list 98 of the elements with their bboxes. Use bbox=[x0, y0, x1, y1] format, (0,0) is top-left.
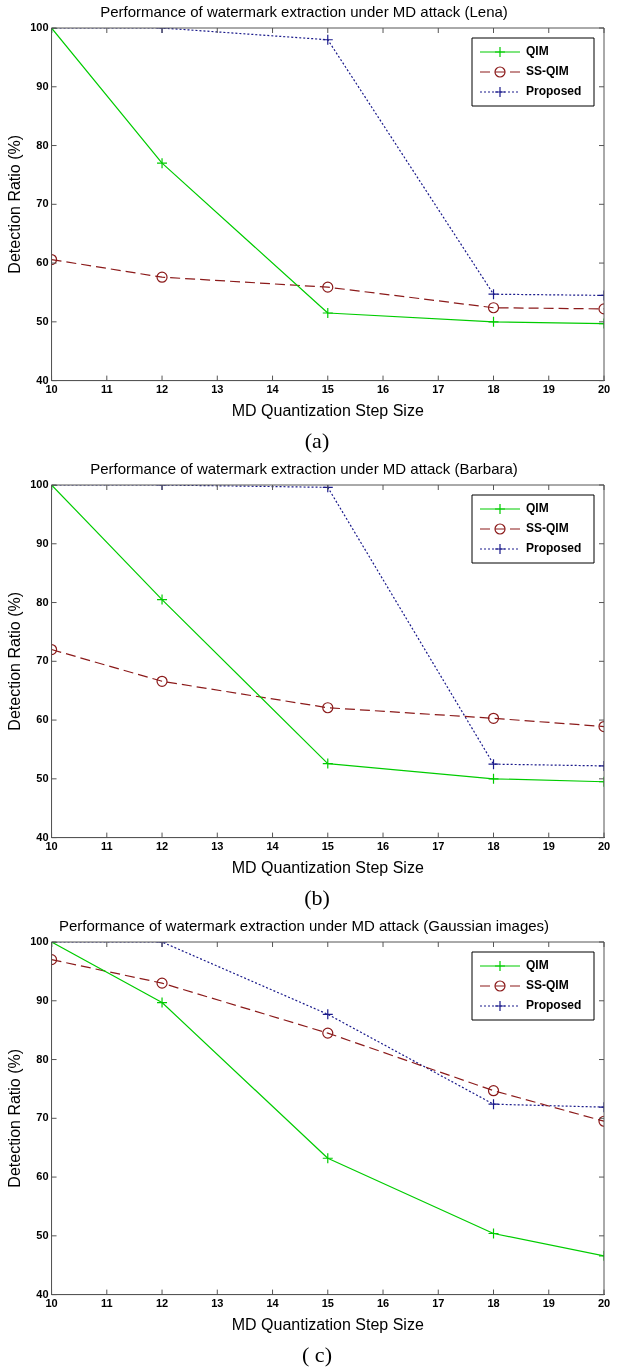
legend-label: QIM bbox=[526, 958, 549, 973]
y-tick-label: 100 bbox=[30, 935, 49, 948]
y-tick-label: 50 bbox=[36, 314, 49, 327]
x-tick-label: 13 bbox=[211, 840, 224, 853]
point bbox=[156, 996, 168, 1009]
point bbox=[322, 34, 334, 46]
y-tick-label: 60 bbox=[36, 713, 49, 726]
x-tick-label: 18 bbox=[487, 840, 500, 853]
legend-label: Proposed bbox=[526, 998, 582, 1013]
y-axis-title: Detection Ratio (%) bbox=[6, 1048, 24, 1188]
legend-label: Proposed bbox=[526, 84, 582, 99]
point bbox=[322, 1027, 334, 1039]
x-tick-label: 16 bbox=[376, 1297, 390, 1310]
x-tick-label: 20 bbox=[597, 840, 611, 853]
point bbox=[487, 316, 500, 328]
legend-label: QIM bbox=[526, 44, 549, 59]
y-tick-label: 50 bbox=[36, 771, 49, 784]
x-tick-label: 20 bbox=[597, 383, 611, 396]
point bbox=[322, 702, 334, 714]
x-tick-label: 17 bbox=[432, 1297, 445, 1310]
legend-label: QIM bbox=[526, 501, 549, 516]
point bbox=[322, 307, 334, 319]
x-tick-label: 10 bbox=[45, 840, 58, 853]
point bbox=[322, 757, 334, 770]
x-tick-label: 19 bbox=[542, 1297, 555, 1310]
chart-title: Performance of watermark extraction under MD attack (Gaussian images) bbox=[58, 917, 550, 935]
x-tick-label: 16 bbox=[376, 840, 390, 853]
x-tick-label: 14 bbox=[266, 383, 280, 396]
point bbox=[156, 675, 168, 687]
y-tick-label: 100 bbox=[30, 21, 49, 34]
x-tick-label: 18 bbox=[487, 383, 500, 396]
x-tick-label: 20 bbox=[597, 1297, 611, 1310]
point bbox=[156, 271, 168, 283]
x-tick-label: 11 bbox=[100, 383, 113, 396]
point bbox=[156, 594, 168, 606]
point bbox=[487, 302, 500, 314]
x-axis-title: MD Quantization Step Size bbox=[231, 858, 424, 876]
x-tick-label: 13 bbox=[211, 1297, 224, 1310]
x-axis-title: MD Quantization Step Size bbox=[231, 1315, 424, 1333]
point bbox=[322, 1152, 334, 1164]
y-tick-label: 60 bbox=[36, 256, 49, 269]
y-tick-label: 90 bbox=[36, 79, 49, 92]
y-tick-label: 100 bbox=[30, 478, 49, 491]
point bbox=[322, 1008, 334, 1020]
x-tick-label: 18 bbox=[487, 1297, 500, 1310]
x-tick-label: 10 bbox=[45, 383, 58, 396]
point bbox=[487, 773, 500, 785]
text: (a) bbox=[304, 427, 330, 453]
y-tick-label: 80 bbox=[36, 138, 49, 151]
x-tick-label: 11 bbox=[100, 1297, 113, 1310]
y-tick-label: 40 bbox=[36, 1287, 49, 1300]
point bbox=[487, 1098, 500, 1110]
x-axis-title: MD Quantization Step Size bbox=[231, 401, 424, 419]
x-tick-label: 17 bbox=[432, 840, 445, 853]
x-tick-label: 13 bbox=[211, 383, 224, 396]
point bbox=[156, 977, 168, 989]
y-axis-title: Detection Ratio (%) bbox=[6, 134, 24, 274]
point bbox=[487, 758, 500, 770]
y-tick-label: 60 bbox=[36, 1170, 49, 1183]
x-tick-label: 12 bbox=[155, 383, 169, 396]
point bbox=[156, 157, 168, 169]
y-tick-label: 80 bbox=[36, 1052, 49, 1065]
x-tick-label: 16 bbox=[376, 383, 390, 396]
x-tick-label: 12 bbox=[155, 1297, 169, 1310]
legend-label: SS-QIM bbox=[526, 64, 569, 79]
x-tick-label: 15 bbox=[321, 1297, 334, 1310]
text: ( c) bbox=[302, 1341, 332, 1367]
y-tick-label: 90 bbox=[36, 993, 49, 1006]
x-tick-label: 11 bbox=[100, 840, 113, 853]
y-tick-label: 90 bbox=[36, 536, 49, 549]
x-tick-label: 19 bbox=[542, 840, 555, 853]
x-tick-label: 14 bbox=[266, 1297, 280, 1310]
y-tick-label: 40 bbox=[36, 373, 49, 386]
y-tick-label: 70 bbox=[36, 197, 49, 210]
point bbox=[487, 288, 500, 300]
y-tick-label: 70 bbox=[36, 1111, 49, 1124]
y-tick-label: 50 bbox=[36, 1228, 49, 1241]
x-tick-label: 12 bbox=[155, 840, 169, 853]
y-axis-title: Detection Ratio (%) bbox=[6, 591, 24, 731]
y-tick-label: 80 bbox=[36, 595, 49, 608]
legend-label: SS-QIM bbox=[526, 978, 569, 993]
x-tick-label: 19 bbox=[542, 383, 555, 396]
x-tick-label: 14 bbox=[266, 840, 280, 853]
legend-label: Proposed bbox=[526, 541, 582, 556]
x-tick-label: 15 bbox=[321, 383, 334, 396]
point bbox=[322, 281, 334, 293]
x-tick-label: 10 bbox=[45, 1297, 58, 1310]
chart-title: Performance of watermark extraction under MD attack (Barbara) bbox=[90, 460, 518, 478]
legend-label: SS-QIM bbox=[526, 521, 569, 536]
point bbox=[487, 1085, 500, 1097]
point bbox=[487, 712, 500, 724]
chart-title: Performance of watermark extraction under MD attack (Lena) bbox=[100, 3, 508, 21]
x-tick-label: 17 bbox=[432, 383, 445, 396]
x-tick-label: 15 bbox=[321, 840, 334, 853]
y-tick-label: 70 bbox=[36, 654, 49, 667]
text: (b) bbox=[304, 884, 330, 910]
point bbox=[487, 1227, 500, 1240]
y-tick-label: 40 bbox=[36, 830, 49, 843]
